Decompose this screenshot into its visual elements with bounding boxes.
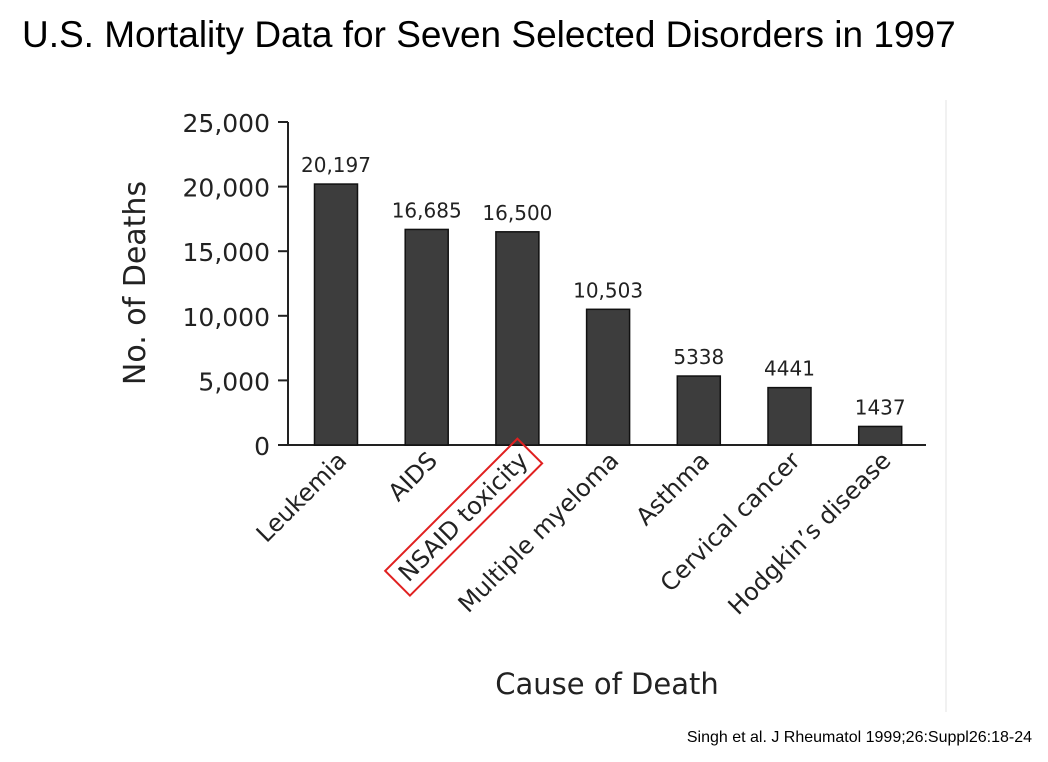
data-label: 16,685 — [392, 198, 462, 222]
y-tick-label: 25,000 — [183, 109, 270, 138]
data-label: 4441 — [764, 357, 815, 381]
bars — [313, 183, 903, 446]
data-labels: 20,197 16,685 16,500 10,503 5338 4441 1437 — [301, 153, 906, 419]
data-label: 1437 — [855, 395, 906, 419]
bar — [404, 228, 449, 446]
bar — [767, 386, 812, 446]
data-label: 16,500 — [482, 201, 552, 225]
y-tick-label: 0 — [254, 432, 270, 461]
x-tick-label: Hodgkin’s disease — [723, 446, 897, 620]
data-label: 20,197 — [301, 153, 371, 177]
bar — [495, 231, 540, 446]
y-tick-label: 15,000 — [183, 238, 270, 267]
bar — [585, 308, 631, 446]
x-tick-label: Asthma — [630, 446, 715, 531]
y-tick-label: 10,000 — [183, 303, 270, 332]
x-tick-label: Multiple myeloma — [453, 446, 625, 618]
slide-title: U.S. Mortality Data for Seven Selected D… — [22, 14, 956, 55]
x-tick-label: AIDS — [383, 446, 443, 506]
x-axis-title: Cause of Death — [495, 667, 718, 701]
citation: Singh et al. J Rheumatol 1999;26:Suppl26… — [686, 729, 1032, 746]
data-label: 5338 — [673, 345, 724, 369]
y-axis-title: No. of Deaths — [118, 181, 153, 385]
bar — [676, 375, 722, 446]
x-tick-label: Leukemia — [251, 446, 352, 547]
y-axis: 0 5,000 10,000 15,000 20,000 25,000 — [183, 109, 926, 461]
bar — [857, 425, 903, 446]
y-tick-label: 20,000 — [183, 174, 270, 203]
bar — [313, 183, 359, 446]
y-tick-label: 5,000 — [198, 367, 270, 396]
data-label: 10,503 — [573, 278, 643, 302]
highlight-box — [383, 437, 544, 598]
